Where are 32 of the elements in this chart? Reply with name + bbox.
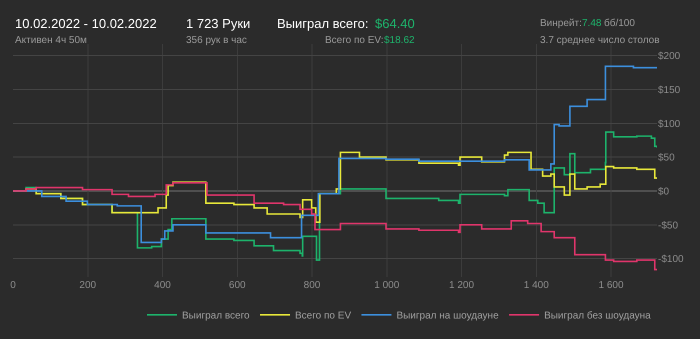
x-tick-label: 400 <box>154 280 172 291</box>
legend-label: Выиграл без шоудауна <box>544 310 652 322</box>
x-tick-label: 1 000 <box>374 280 400 291</box>
chart-title: 10.02.2022 - 10.02.2022 <box>15 16 157 31</box>
chart-subtitle: Активен 4ч 50м <box>15 35 88 46</box>
annotation: 3.7 среднее число столов <box>540 35 660 46</box>
text: $64.40 <box>375 16 415 31</box>
x-tick-label: 1 400 <box>524 280 550 291</box>
y-tick-label: $200 <box>658 51 681 62</box>
text: 1 723 Руки <box>186 16 250 31</box>
x-tick-label: 1 600 <box>598 280 624 291</box>
x-tick-label: 1 200 <box>449 280 474 291</box>
y-tick-label: $150 <box>658 84 681 96</box>
text: бб/100 <box>604 18 636 29</box>
legend-label: Выиграл всего <box>182 310 250 322</box>
text: Выиграл всего: <box>277 16 368 31</box>
legend-label: Выиграл на шоудауне <box>396 310 500 322</box>
y-tick-label: $50 <box>658 152 676 164</box>
y-tick-label: -$100 <box>658 254 684 266</box>
legend-label: Всего по EV <box>295 310 352 322</box>
x-tick-label: 200 <box>79 280 97 291</box>
annotation: Всего по EV: <box>325 35 384 46</box>
annotation: 356 рук в час <box>186 35 247 46</box>
text: Винрейт: <box>540 18 582 29</box>
text: 7.48 <box>582 18 602 29</box>
y-tick-label: $0 <box>658 186 670 198</box>
annotation: $18.62 <box>384 35 416 46</box>
x-tick-label: 800 <box>304 280 321 291</box>
y-tick-label: $100 <box>658 118 681 130</box>
x-tick-label: 600 <box>228 280 246 291</box>
x-tick-label: 0 <box>10 280 16 291</box>
y-tick-label: -$50 <box>658 220 678 232</box>
